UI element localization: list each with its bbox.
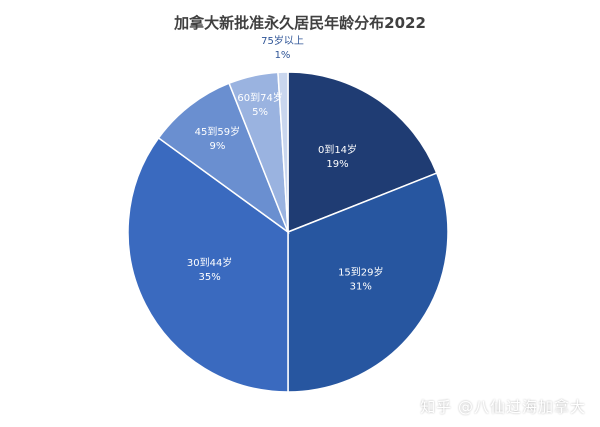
pie-slice-0 (287, 71, 438, 234)
pie-slice-5 (277, 71, 289, 233)
watermark-text: 知乎 @八仙过海加拿大 (420, 398, 586, 416)
slice-label-percent-2: 35% (198, 272, 220, 283)
pie-slice-2 (127, 136, 289, 393)
chart-title: 加拿大新批准永久居民年龄分布2022 (174, 14, 426, 32)
slice-label-percent-1: 31% (350, 282, 372, 293)
pie-slice-3 (157, 82, 290, 235)
slice-label-category-0: 0到14岁 (318, 143, 357, 156)
slice-label-category-1: 15到29岁 (338, 266, 383, 279)
pie-slice-1 (287, 172, 449, 393)
slice-label-percent-5: 1% (275, 50, 291, 61)
slice-label-category-3: 45到59岁 (195, 125, 240, 138)
slice-label-category-2: 30到44岁 (187, 256, 232, 269)
slice-label-percent-3: 9% (209, 141, 225, 152)
slice-label-percent-0: 19% (326, 159, 348, 170)
slice-label-category-5: 75岁以上 (261, 34, 304, 47)
slice-label-category-4: 60到74岁 (237, 91, 282, 104)
slice-label-percent-4: 5% (252, 107, 268, 118)
